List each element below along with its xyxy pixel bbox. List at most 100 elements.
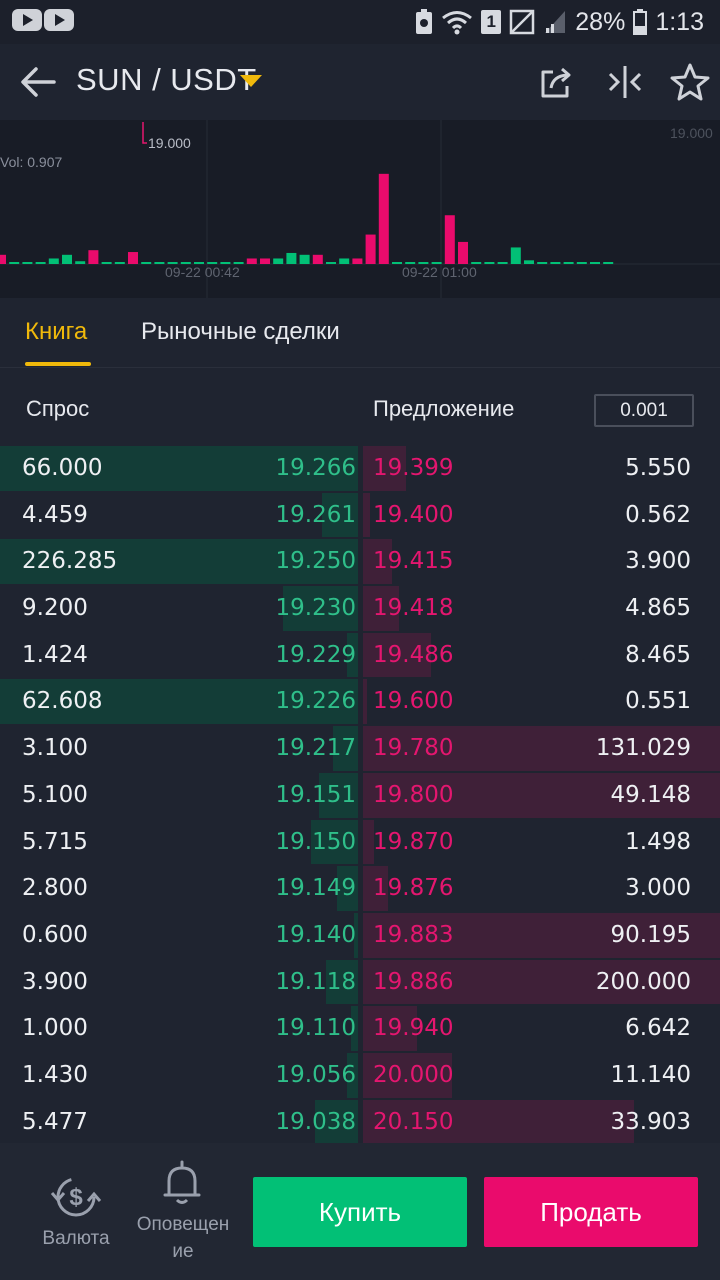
bid-cell[interactable]: 2.800 19.149 <box>0 865 358 912</box>
volume-bar <box>550 262 561 264</box>
bid-quantity: 66.000 <box>22 455 103 481</box>
ask-depth-bar <box>363 772 720 818</box>
volume-chart[interactable]: 19.000 19.000 Vol: 0.907 09-22 00:42 09-… <box>0 120 720 298</box>
volume-bar <box>260 258 270 264</box>
ask-cell[interactable]: 19.418 4.865 <box>363 585 720 632</box>
status-bar: 1 28% 1:13 <box>0 0 720 44</box>
bid-cell[interactable]: 3.100 19.217 <box>0 725 358 772</box>
star-favorite-icon[interactable] <box>670 62 710 102</box>
bid-cell[interactable]: 5.100 19.151 <box>0 772 358 819</box>
bid-cell[interactable]: 1.000 19.110 <box>0 1005 358 1052</box>
bid-quantity: 2.800 <box>22 875 88 902</box>
order-book-row[interactable]: 1.430 19.056 20.000 11.140 <box>0 1052 720 1099</box>
trading-pair-title[interactable]: SUN / USDT <box>76 62 257 97</box>
precision-select[interactable]: 0.001 <box>594 394 694 427</box>
volume-chart-svg <box>0 120 720 298</box>
ask-cell[interactable]: 19.486 8.465 <box>363 632 720 679</box>
bid-price: 19.250 <box>275 548 356 575</box>
ask-cell[interactable]: 19.870 1.498 <box>363 819 720 866</box>
order-book-row[interactable]: 4.459 19.261 19.400 0.562 <box>0 492 720 539</box>
ask-column-header: Предложение <box>373 396 515 421</box>
volume-bar <box>114 262 125 264</box>
bid-depth-bar <box>318 772 358 818</box>
bid-cell[interactable]: 1.424 19.229 <box>0 632 358 679</box>
order-book-row[interactable]: 5.715 19.150 19.870 1.498 <box>0 819 720 866</box>
bid-column-header: Спрос <box>26 396 90 421</box>
ask-cell[interactable]: 19.876 3.000 <box>363 865 720 912</box>
ask-cell[interactable]: 19.400 0.562 <box>363 492 720 539</box>
order-book-row[interactable]: 3.100 19.217 19.780 131.029 <box>0 725 720 772</box>
ask-price: 19.870 <box>373 828 454 855</box>
volume-bar <box>220 262 231 264</box>
ask-price: 19.400 <box>373 501 454 528</box>
order-book-row[interactable]: 66.000 19.266 19.399 5.550 <box>0 445 720 492</box>
top-app-bar: SUN / USDT <box>0 44 720 120</box>
bid-cell[interactable]: 226.285 19.250 <box>0 538 358 585</box>
bid-price: 19.261 <box>275 501 356 528</box>
bell-icon[interactable] <box>160 1157 204 1207</box>
bid-cell[interactable]: 3.900 19.118 <box>0 959 358 1006</box>
ask-depth-bar <box>363 819 374 865</box>
ask-cell[interactable]: 19.883 90.195 <box>363 912 720 959</box>
ask-quantity: 131.029 <box>595 735 691 762</box>
alerts-label[interactable]: Оповещен ие <box>128 1211 238 1265</box>
bid-depth-bar <box>0 539 358 585</box>
order-book-row[interactable]: 0.600 19.140 19.883 90.195 <box>0 912 720 959</box>
bid-cell[interactable]: 0.600 19.140 <box>0 912 358 959</box>
order-book-row[interactable]: 9.200 19.230 19.418 4.865 <box>0 585 720 632</box>
bid-quantity: 4.459 <box>22 501 88 528</box>
order-book-row[interactable]: 2.800 19.149 19.876 3.000 <box>0 865 720 912</box>
volume-bar <box>22 262 33 264</box>
volume-bar <box>167 262 178 264</box>
order-book-row[interactable]: 3.900 19.118 19.886 200.000 <box>0 959 720 1006</box>
compare-arrows-icon[interactable] <box>605 62 645 102</box>
ask-depth-bar <box>363 1099 635 1145</box>
ask-cell[interactable]: 19.800 49.148 <box>363 772 720 819</box>
tab-market-trades[interactable]: Рыночные сделки <box>141 318 340 345</box>
ask-depth-bar <box>363 586 399 631</box>
ask-cell[interactable]: 19.415 3.900 <box>363 538 720 585</box>
buy-button[interactable]: Купить <box>253 1177 467 1247</box>
bid-depth-bar <box>325 959 358 1005</box>
order-book-row[interactable]: 1.000 19.110 19.940 6.642 <box>0 1005 720 1052</box>
bid-quantity: 1.424 <box>22 641 88 668</box>
currency-exchange-icon[interactable]: $ <box>48 1171 104 1223</box>
share-icon[interactable] <box>537 62 577 102</box>
bid-cell[interactable]: 5.477 19.038 <box>0 1099 358 1146</box>
currency-label[interactable]: Валюта <box>42 1228 110 1249</box>
price-marker-label: 19.000 <box>148 135 191 151</box>
volume-bar <box>524 260 534 264</box>
volume-bar <box>576 262 587 264</box>
sell-button[interactable]: Продать <box>484 1177 698 1247</box>
ask-cell[interactable]: 19.600 0.551 <box>363 678 720 725</box>
order-book-row[interactable]: 226.285 19.250 19.415 3.900 <box>0 538 720 585</box>
ask-cell[interactable]: 20.150 33.903 <box>363 1099 720 1146</box>
ask-cell[interactable]: 19.399 5.550 <box>363 445 720 492</box>
ask-cell[interactable]: 19.886 200.000 <box>363 959 720 1006</box>
bid-price: 19.266 <box>275 455 356 481</box>
youtube-notification-icon <box>44 9 74 31</box>
bid-depth-bar <box>350 1006 358 1051</box>
order-book-row[interactable]: 5.477 19.038 20.150 33.903 <box>0 1099 720 1146</box>
pair-dropdown-caret-icon[interactable] <box>240 75 262 87</box>
tab-book[interactable]: Книга <box>25 318 88 345</box>
bid-cell[interactable]: 4.459 19.261 <box>0 492 358 539</box>
order-book-row[interactable]: 62.608 19.226 19.600 0.551 <box>0 678 720 725</box>
bid-quantity: 5.715 <box>22 828 88 855</box>
bid-cell[interactable]: 66.000 19.266 <box>0 445 358 492</box>
bid-cell[interactable]: 9.200 19.230 <box>0 585 358 632</box>
ask-cell[interactable]: 19.940 6.642 <box>363 1005 720 1052</box>
bid-cell[interactable]: 5.715 19.150 <box>0 819 358 866</box>
bid-cell[interactable]: 62.608 19.226 <box>0 678 358 725</box>
time-axis-label: 09-22 00:42 <box>165 264 240 280</box>
order-book-row[interactable]: 1.424 19.229 19.486 8.465 <box>0 632 720 679</box>
volume-bar <box>497 262 508 264</box>
bid-cell[interactable]: 1.430 19.056 <box>0 1052 358 1099</box>
back-arrow-icon[interactable] <box>18 62 58 102</box>
volume-bar <box>365 234 376 264</box>
ask-cell[interactable]: 19.780 131.029 <box>363 725 720 772</box>
order-book-row[interactable]: 5.100 19.151 19.800 49.148 <box>0 772 720 819</box>
ask-quantity: 1.498 <box>625 828 691 855</box>
ask-cell[interactable]: 20.000 11.140 <box>363 1052 720 1099</box>
sim-slot-icon: 1 <box>481 10 502 34</box>
